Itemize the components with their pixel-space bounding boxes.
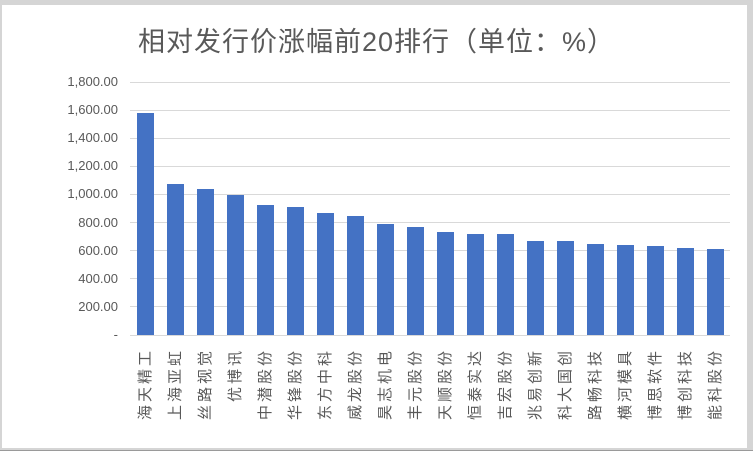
bar-吉宏股份[interactable]: [496, 233, 514, 335]
x-category-label: 博创科技: [676, 348, 694, 421]
bar-路畅科技[interactable]: [586, 243, 604, 335]
x-category-label: 海天精工: [136, 348, 154, 421]
x-axis-labels: 海天精工 上海亚虹 丝路视觉 优博讯 中潜股份 华锋股份 东方中科 威龙股份 昊志机电 丰元股份天…: [130, 335, 730, 448]
gridline: [130, 306, 730, 308]
bar-海天精工[interactable]: [136, 112, 154, 335]
y-tick-label: 1,200.00: [67, 158, 118, 174]
y-tick-label: 1,000.00: [67, 186, 118, 202]
x-category-label: 恒泰实达: [466, 348, 484, 421]
chart-title: 相对发行价涨幅前20排行（单位：%）: [137, 27, 616, 57]
gridline: [130, 193, 730, 195]
bar-丝路视觉[interactable]: [196, 189, 214, 335]
gridline: [130, 278, 730, 280]
bar-丰元股份[interactable]: [406, 227, 424, 335]
bar-优博讯[interactable]: [226, 195, 244, 335]
bar-兆易创新[interactable]: [526, 241, 544, 335]
bar-昊志机电[interactable]: [376, 223, 394, 335]
x-category-label: 丝路视觉: [196, 348, 214, 421]
chart-background: [2, 5, 747, 448]
gridline: [130, 222, 730, 224]
y-tick-label: -: [113, 327, 118, 342]
bar-博创科技[interactable]: [676, 247, 694, 335]
bar-华锋股份[interactable]: [286, 206, 304, 335]
x-category-label: 丰元股份: [406, 348, 424, 421]
x-category-label: 博思软件: [646, 348, 664, 421]
y-tick-label: 1,600.00: [67, 102, 118, 118]
y-tick-label: 400.00: [78, 270, 118, 286]
gridline: [130, 81, 730, 83]
bar-博思软件[interactable]: [646, 246, 664, 335]
x-category-label: 中潜股份: [256, 348, 274, 421]
bar-能科股份[interactable]: [706, 248, 724, 335]
bar-中潜股份[interactable]: [256, 205, 274, 335]
y-tick-label: 200.00: [78, 298, 118, 314]
x-category-label: 吉宏股份: [496, 348, 514, 421]
gridline: [130, 334, 730, 336]
bar-东方中科[interactable]: [316, 212, 334, 335]
x-category-label: 昊志机电: [376, 348, 394, 421]
bar-威龙股份[interactable]: [346, 215, 364, 335]
gridline: [130, 137, 730, 139]
x-category-label: 能科股份: [706, 348, 724, 421]
bar-恒泰实达[interactable]: [466, 233, 484, 335]
y-tick-label: 800.00: [78, 214, 118, 230]
y-tick-label: 1,800.00: [67, 74, 118, 89]
y-tick-label: 600.00: [78, 242, 118, 258]
x-category-label: 科大国创: [556, 348, 574, 421]
x-category-label: 天顺股份: [436, 348, 454, 421]
x-category-label: 华锋股份: [286, 348, 304, 421]
bar-横河模具[interactable]: [616, 245, 634, 335]
x-category-label: 东方中科: [316, 348, 334, 421]
plot-area: [130, 81, 730, 336]
x-category-label: 路畅科技: [586, 348, 604, 421]
x-category-label: 横河模具: [616, 348, 634, 421]
x-category-label: 优博讯: [226, 348, 244, 403]
gridline: [130, 109, 730, 111]
bar-科大国创[interactable]: [556, 241, 574, 335]
gridline: [130, 165, 730, 167]
x-category-label: 威龙股份: [346, 348, 364, 421]
x-category-label: 上海亚虹: [166, 348, 184, 421]
x-category-label: 兆易创新: [526, 348, 544, 421]
gridline: [130, 250, 730, 252]
bar-天顺股份[interactable]: [436, 231, 454, 335]
bar-上海亚虹[interactable]: [166, 184, 184, 335]
y-tick-label: 1,400.00: [67, 130, 118, 146]
